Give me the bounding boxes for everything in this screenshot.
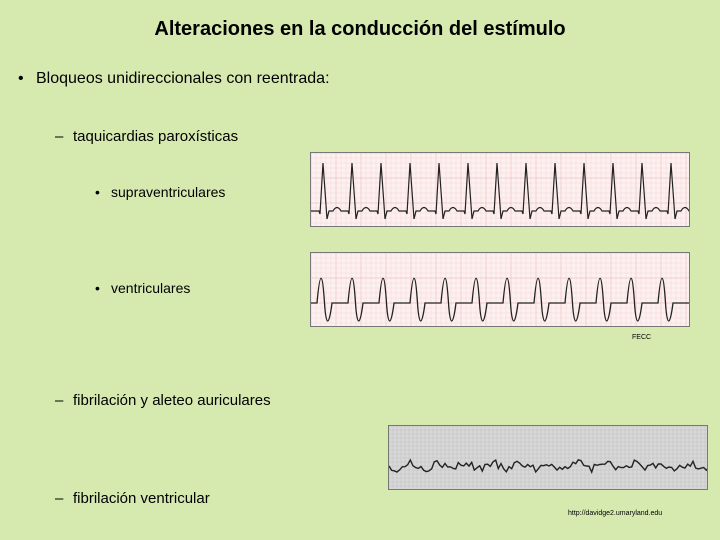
ecg-supraventricular [310,152,690,227]
sub-ventric-text: ventriculares [111,280,190,296]
caption-fecc: FECC [632,334,651,341]
caption-umaryland: http://davidge2.umaryland.edu [568,510,662,517]
sub-supra-text: supraventriculares [111,184,225,200]
dash-icon: – [55,490,73,507]
sub-taqui-text: taquicardias paroxísticas [73,128,238,145]
sub-fibrilacion-ventricular: –fibrilación ventricular [55,490,210,507]
bullet-main-text: Bloqueos unidireccionales con reentrada: [36,70,330,87]
sub-taquicardias: –taquicardias paroxísticas [55,128,238,145]
sub-supraventriculares: •supraventriculares [95,184,225,200]
ecg-ventricular [310,252,690,327]
bullet-main: •Bloqueos unidireccionales con reentrada… [18,70,330,88]
bullet-icon: • [95,280,111,296]
sub-fib-aleteo-text: fibrilación y aleteo auriculares [73,392,271,409]
bullet-dot-icon: • [18,70,36,88]
ecg-fibrilacion-ventricular [388,425,708,490]
sub-ventriculares: •ventriculares [95,280,190,296]
page-title: Alteraciones en la conducción del estímu… [0,0,720,41]
bullet-icon: • [95,184,111,200]
sub-fibrilacion-aleteo: –fibrilación y aleteo auriculares [55,392,271,409]
dash-icon: – [55,392,73,409]
sub-fib-v-text: fibrilación ventricular [73,490,210,507]
dash-icon: – [55,128,73,145]
